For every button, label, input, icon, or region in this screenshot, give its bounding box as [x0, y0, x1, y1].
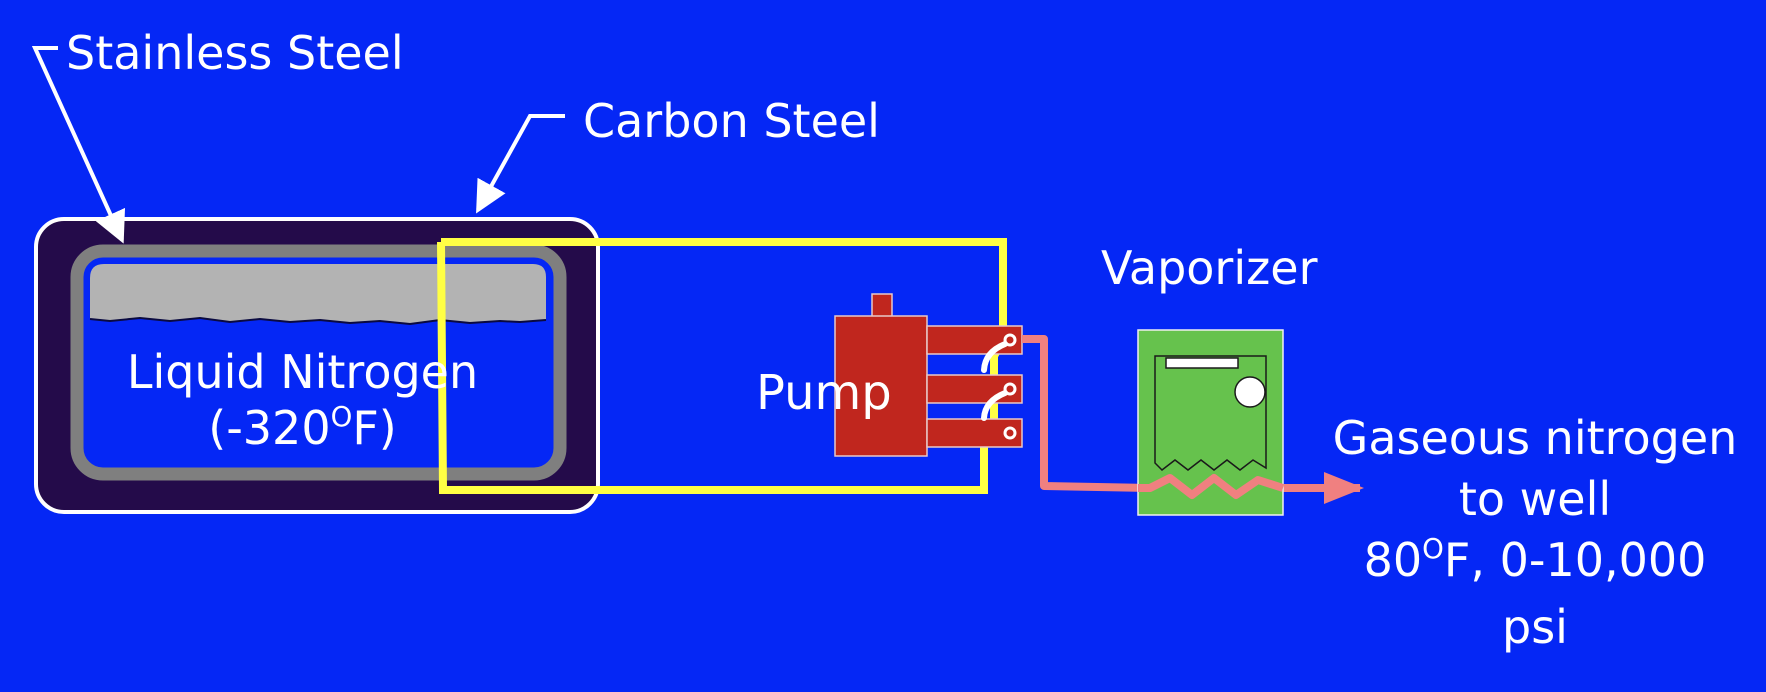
pump-cylinder-3 — [926, 418, 1023, 448]
gaseous-output-line2: to well — [1458, 472, 1612, 526]
pump-label: Pump — [756, 365, 892, 421]
pump-manifold-link-2 — [981, 390, 1008, 421]
gaseous-output-line1: Gaseous nitrogen — [1332, 411, 1738, 465]
pump-body — [834, 315, 928, 457]
vaporizer-gauge — [1234, 376, 1266, 408]
liquid-nitrogen-label: Liquid Nitrogen (-320OF) — [90, 344, 515, 463]
carbon-steel-callout-arrow — [476, 114, 565, 214]
pump-manifold-link-1 — [981, 341, 1008, 373]
pump-port-1 — [1003, 333, 1017, 347]
liquid-nitrogen-temperature: (-320OF) — [208, 400, 397, 455]
vaporizer-coil-outline — [1154, 355, 1267, 471]
pump-motor-cap — [871, 293, 893, 318]
vaporizer-inlet-bar — [1165, 357, 1239, 369]
vaporizer-label: Vaporizer — [1101, 241, 1318, 295]
carbon-steel-label: Carbon Steel — [583, 94, 880, 148]
gaseous-output-line4: psi — [1502, 600, 1568, 654]
liquid-surface-line — [89, 316, 547, 326]
gaseous-output-label: Gaseous nitrogen to well 80OF, 0-10,000 … — [1325, 408, 1745, 658]
pump-port-2 — [1003, 382, 1017, 396]
vaporizer-pink-pass — [1138, 474, 1285, 499]
stainless-steel-label: Stainless Steel — [66, 26, 404, 80]
stainless-steel-callout-arrow — [31, 46, 126, 244]
gaseous-output-conditions: 80OF, 0-10,000 — [1363, 532, 1707, 587]
pump-cylinder-1 — [926, 325, 1023, 355]
liquid-nitrogen-line1: Liquid Nitrogen — [126, 345, 479, 399]
pump-cylinder-2 — [926, 374, 1023, 404]
vapor-space — [90, 264, 546, 324]
pump-port-3 — [1003, 426, 1017, 440]
